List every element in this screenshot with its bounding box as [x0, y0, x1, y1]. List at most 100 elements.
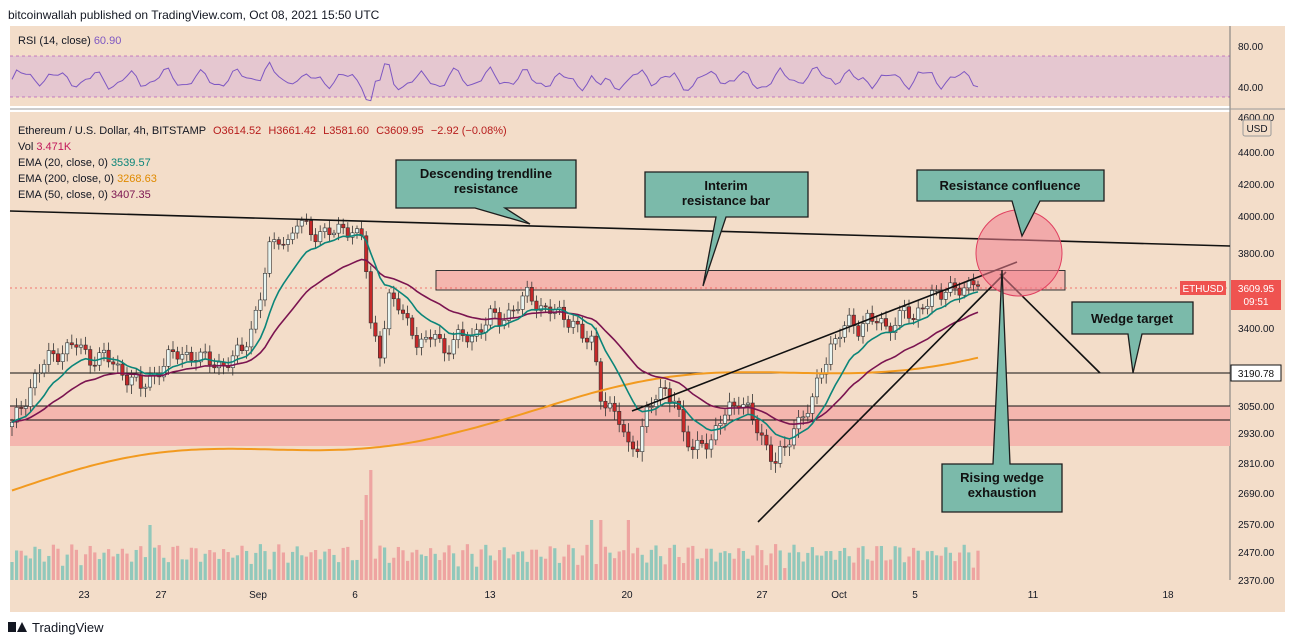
candle-body [364, 235, 369, 272]
candle-body [469, 335, 474, 343]
volume-bar [410, 552, 414, 580]
price-chart-svg[interactable]: 4600.004400.004200.004000.003800.003600.… [0, 26, 1293, 612]
volume-bar [461, 550, 465, 580]
volume-bar [130, 561, 134, 580]
volume-bar [714, 561, 718, 580]
countdown-label: 09:51 [1243, 297, 1268, 308]
volume-bar [948, 552, 952, 580]
rsi-line [11, 61, 979, 102]
candle-body [934, 290, 939, 292]
volume-bar [774, 544, 778, 580]
level-price-tag [1230, 364, 1282, 382]
volume-bar [806, 552, 810, 580]
candle-body [433, 334, 438, 340]
candle-body [276, 239, 281, 245]
annotation-wedge-target: Wedge target [1071, 301, 1194, 374]
volume-bar [760, 550, 764, 580]
candle-body [699, 439, 704, 444]
candle-body [865, 312, 870, 325]
volume-bar [783, 568, 787, 580]
price-tick-label: 3800.00 [1238, 249, 1275, 260]
rsi-name: RSI (14, close) [18, 35, 91, 47]
volume-bar [852, 562, 856, 580]
indicator-ema200[interactable]: EMA (200, close, 0) 3268.63 [18, 173, 157, 185]
currency-label: USD [1246, 124, 1267, 135]
volume-bar [93, 552, 97, 580]
volume-bar [640, 554, 644, 580]
indicator-vol[interactable]: Vol 3.471K [18, 141, 72, 153]
candle-body [681, 409, 686, 433]
candle-body [46, 350, 51, 365]
symbol-legend[interactable]: Ethereum / U.S. Dollar, 4h, BITSTAMP O36… [18, 125, 507, 137]
volume-bar [732, 558, 736, 580]
chart-area[interactable]: 4600.004400.004200.004000.003800.003600.… [0, 26, 1293, 612]
currency-tag[interactable] [1242, 119, 1272, 137]
annotation-descending-text: Descending trendline resistance [420, 166, 552, 196]
volume-bar [893, 546, 897, 580]
candle-body [745, 402, 750, 405]
volume-bar [870, 560, 874, 580]
volume-bar [318, 559, 322, 580]
volume-bar [235, 555, 239, 580]
annotation-resistance-confluence: Resistance confluence [916, 169, 1105, 238]
volume-bar [953, 561, 957, 580]
candle-body [111, 361, 116, 365]
volume-bar [350, 560, 354, 580]
volume-bar [314, 549, 318, 580]
time-tick-label: 11 [1028, 590, 1039, 601]
candle-body [37, 372, 42, 375]
candle-body [575, 320, 580, 325]
candle-body [594, 335, 599, 363]
candle-body [240, 344, 245, 351]
volume-bar [401, 550, 405, 580]
volume-bar [369, 470, 373, 580]
candle-body [612, 402, 617, 412]
candle-body [32, 373, 37, 389]
volume-bar [700, 558, 704, 580]
candle-body [336, 223, 341, 234]
candle-body [79, 344, 84, 348]
price-tick-label: 2370.00 [1238, 576, 1275, 587]
candle-body [782, 446, 787, 448]
indicator-ema50[interactable]: EMA (50, close, 0) 3407.35 [18, 189, 151, 201]
candle-layer [10, 213, 980, 473]
candle-body [437, 334, 442, 339]
volume-bar [820, 555, 824, 580]
volume-bar [539, 556, 543, 580]
annotation-interim-resistance: Interim resistance bar [644, 171, 809, 287]
candle-body [492, 308, 497, 313]
candle-body [102, 349, 107, 354]
volume-bar [778, 550, 782, 580]
volume-bar [65, 554, 69, 580]
candle-body [19, 407, 24, 409]
candle-body [709, 439, 714, 450]
volume-bar [254, 552, 258, 580]
wedge-lower-line [757, 271, 1007, 523]
volume-bar [622, 550, 626, 580]
volume-bar [162, 557, 166, 580]
candle-body [543, 305, 548, 308]
symbol-name: Ethereum / U.S. Dollar, 4h, BITSTAMP [18, 125, 206, 137]
volume-bar [51, 544, 55, 580]
candle-body [410, 317, 415, 336]
tradingview-footer[interactable]: TradingView [8, 617, 104, 637]
volume-bar [208, 550, 212, 580]
volume-bar [668, 547, 672, 580]
indicator-ema20[interactable]: EMA (20, close, 0) 3539.57 [18, 157, 151, 169]
candle-body [235, 344, 240, 357]
candle-body [74, 344, 79, 348]
candle-body [621, 424, 626, 433]
candle-body [189, 351, 194, 361]
candle-body [400, 309, 405, 314]
volume-bar [249, 563, 253, 580]
volume-bar [525, 561, 529, 580]
candle-body [718, 423, 723, 426]
volume-bar [74, 549, 78, 580]
annotation-rising-wedge: Rising wedge exhaustion [941, 269, 1063, 513]
ema20-line [11, 233, 979, 440]
volume-bar [79, 565, 83, 580]
time-axis-panel [10, 580, 1230, 612]
volume-bar [157, 545, 161, 580]
volume-bar [530, 549, 534, 580]
time-tick-label: Sep [249, 590, 267, 601]
